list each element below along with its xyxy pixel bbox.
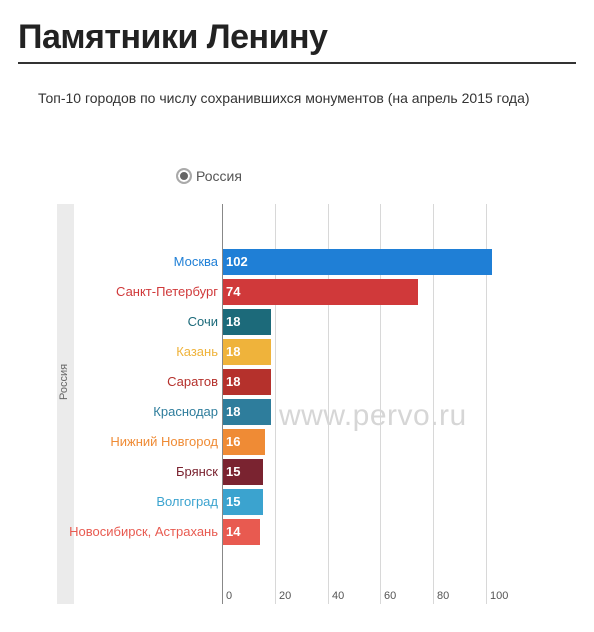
grid-line — [328, 204, 329, 604]
bar[interactable] — [223, 309, 271, 335]
category-label: Нижний Новгород — [110, 434, 218, 449]
category-label: Новосибирск, Астрахань — [69, 524, 218, 539]
grid-line — [486, 204, 487, 604]
grid-line — [275, 204, 276, 604]
x-tick-label: 0 — [226, 590, 233, 602]
category-label: Санкт-Петербург — [116, 284, 218, 299]
x-tick-label: 60 — [384, 590, 397, 602]
x-tick-label: 80 — [437, 590, 450, 602]
x-axis-line — [222, 204, 223, 604]
category-label: Москва — [173, 254, 218, 269]
bar[interactable] — [223, 369, 271, 395]
bar[interactable] — [223, 459, 263, 485]
category-label: Краснодар — [153, 404, 218, 419]
bar[interactable] — [223, 519, 260, 545]
watermark: www.pervo.ru — [279, 399, 467, 432]
category-label: Казань — [176, 344, 218, 359]
category-label: Брянск — [175, 464, 218, 479]
title-divider — [18, 62, 576, 64]
grid-line — [380, 204, 381, 604]
category-label: Волгоград — [156, 494, 218, 509]
bar[interactable] — [223, 249, 492, 275]
legend-radio-icon[interactable] — [176, 168, 192, 184]
bar[interactable] — [223, 339, 271, 365]
x-tick-label: 40 — [332, 590, 345, 602]
grid-line — [433, 204, 434, 604]
bar[interactable] — [223, 399, 271, 425]
legend-label: Россия — [196, 168, 242, 184]
page-title: Памятники Ленину — [18, 18, 328, 56]
category-label: Саратов — [167, 374, 218, 389]
bar-chart: Россия www.pervo.ru 0 20 40 60 80 100 Москва 10… — [0, 200, 594, 605]
bar[interactable] — [223, 429, 265, 455]
bar[interactable] — [223, 489, 263, 515]
x-tick-label: 100 — [490, 590, 509, 602]
bar[interactable] — [223, 279, 418, 305]
category-label: Сочи — [187, 314, 218, 329]
group-band — [57, 204, 74, 604]
group-label: Россия — [58, 363, 70, 400]
chart-subtitle: Топ-10 городов по числу сохранившихся мо… — [38, 90, 530, 106]
x-tick-label: 20 — [279, 590, 292, 602]
legend-item-russia[interactable]: Россия — [176, 168, 242, 184]
